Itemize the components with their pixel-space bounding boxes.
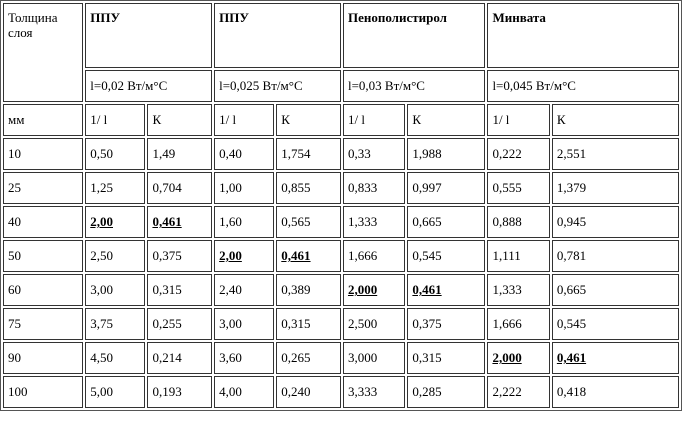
value-cell: 0,418 <box>551 376 679 408</box>
value-cell: 1,754 <box>276 138 341 170</box>
table-row: 25 1,25 0,704 1,00 0,855 0,833 0,997 0,5… <box>3 172 679 204</box>
value-cell: 0,375 <box>147 240 213 272</box>
sub-header-resistance: 1/ l <box>487 104 550 136</box>
value-cell: 0,255 <box>147 308 213 340</box>
highlighted-value-cell: 0,461 <box>551 342 679 374</box>
value-cell: 2,551 <box>551 138 679 170</box>
value-cell: 0,389 <box>276 274 341 306</box>
unit-header: мм <box>3 104 84 136</box>
table-row: 75 3,75 0,255 3,00 0,315 2,500 0,375 1,6… <box>3 308 679 340</box>
table-row: 10 0,50 1,49 0,40 1,754 0,33 1,988 0,222… <box>3 138 679 170</box>
table-row: 50 2,50 0,375 2,00 0,461 1,666 0,545 1,1… <box>3 240 679 272</box>
thickness-cell: 100 <box>3 376 84 408</box>
highlighted-value-cell: 0,461 <box>147 206 213 238</box>
sub-header-k: К <box>551 104 679 136</box>
value-cell: 0,545 <box>551 308 679 340</box>
value-cell: 1,25 <box>85 172 146 204</box>
value-cell: 1,111 <box>487 240 550 272</box>
value-cell: 3,333 <box>342 376 406 408</box>
lambda-polystyrene: l=0,03 Вт/м°С <box>342 70 486 102</box>
value-cell: 0,214 <box>147 342 213 374</box>
value-cell: 0,222 <box>487 138 550 170</box>
thickness-cell: 90 <box>3 342 84 374</box>
value-cell: 0,193 <box>147 376 213 408</box>
value-cell: 1,988 <box>407 138 486 170</box>
value-cell: 3,60 <box>214 342 275 374</box>
value-cell: 5,00 <box>85 376 146 408</box>
insulation-table: Толщина слоя ППУ ППУ Пенополистирол Минв… <box>0 0 682 411</box>
thickness-cell: 75 <box>3 308 84 340</box>
value-cell: 0,315 <box>276 308 341 340</box>
value-cell: 1,379 <box>551 172 679 204</box>
highlighted-value-cell: 2,000 <box>487 342 550 374</box>
value-cell: 0,704 <box>147 172 213 204</box>
material-name-ppu-1: ППУ <box>85 3 213 68</box>
value-cell: 0,265 <box>276 342 341 374</box>
value-cell: 0,833 <box>342 172 406 204</box>
sub-header-k: К <box>407 104 486 136</box>
value-cell: 4,50 <box>85 342 146 374</box>
value-cell: 3,75 <box>85 308 146 340</box>
value-cell: 1,666 <box>342 240 406 272</box>
value-cell: 1,666 <box>487 308 550 340</box>
value-cell: 0,565 <box>276 206 341 238</box>
thickness-cell: 25 <box>3 172 84 204</box>
value-cell: 0,545 <box>407 240 486 272</box>
value-cell: 0,240 <box>276 376 341 408</box>
sub-header-k: К <box>147 104 213 136</box>
thickness-cell: 60 <box>3 274 84 306</box>
value-cell: 0,315 <box>407 342 486 374</box>
highlighted-value-cell: 2,00 <box>214 240 275 272</box>
value-cell: 0,888 <box>487 206 550 238</box>
lambda-ppu-2: l=0,025 Вт/м°С <box>214 70 341 102</box>
thickness-header: Толщина слоя <box>3 3 84 102</box>
material-name-polystyrene: Пенополистирол <box>342 3 486 68</box>
value-cell: 2,50 <box>85 240 146 272</box>
table-row: 40 2,00 0,461 1,60 0,565 1,333 0,665 0,8… <box>3 206 679 238</box>
value-cell: 2,40 <box>214 274 275 306</box>
material-name-mineral-wool: Минвата <box>487 3 679 68</box>
value-cell: 0,665 <box>407 206 486 238</box>
thickness-cell: 40 <box>3 206 84 238</box>
highlighted-value-cell: 2,000 <box>342 274 406 306</box>
value-cell: 3,000 <box>342 342 406 374</box>
lambda-mineral-wool: l=0,045 Вт/м°С <box>487 70 679 102</box>
value-cell: 0,997 <box>407 172 486 204</box>
value-cell: 1,49 <box>147 138 213 170</box>
value-cell: 0,50 <box>85 138 146 170</box>
value-cell: 0,285 <box>407 376 486 408</box>
lambda-ppu-1: l=0,02 Вт/м°С <box>85 70 213 102</box>
table-row: 90 4,50 0,214 3,60 0,265 3,000 0,315 2,0… <box>3 342 679 374</box>
sub-header-k: К <box>276 104 341 136</box>
value-cell: 0,665 <box>551 274 679 306</box>
sub-header-resistance: 1/ l <box>214 104 275 136</box>
value-cell: 3,00 <box>214 308 275 340</box>
table-row: 100 5,00 0,193 4,00 0,240 3,333 0,285 2,… <box>3 376 679 408</box>
highlighted-value-cell: 0,461 <box>276 240 341 272</box>
value-cell: 0,855 <box>276 172 341 204</box>
table-row: 60 3,00 0,315 2,40 0,389 2,000 0,461 1,3… <box>3 274 679 306</box>
highlighted-value-cell: 0,461 <box>407 274 486 306</box>
value-cell: 1,00 <box>214 172 275 204</box>
value-cell: 0,375 <box>407 308 486 340</box>
material-name-ppu-2: ППУ <box>214 3 341 68</box>
value-cell: 0,315 <box>147 274 213 306</box>
value-cell: 3,00 <box>85 274 146 306</box>
value-cell: 2,222 <box>487 376 550 408</box>
value-cell: 0,945 <box>551 206 679 238</box>
value-cell: 1,333 <box>342 206 406 238</box>
highlighted-value-cell: 2,00 <box>85 206 146 238</box>
value-cell: 1,60 <box>214 206 275 238</box>
value-cell: 1,333 <box>487 274 550 306</box>
thickness-cell: 10 <box>3 138 84 170</box>
value-cell: 0,33 <box>342 138 406 170</box>
value-cell: 0,40 <box>214 138 275 170</box>
value-cell: 0,555 <box>487 172 550 204</box>
thickness-cell: 50 <box>3 240 84 272</box>
sub-header-resistance: 1/ l <box>342 104 406 136</box>
value-cell: 4,00 <box>214 376 275 408</box>
value-cell: 0,781 <box>551 240 679 272</box>
sub-header-resistance: 1/ l <box>85 104 146 136</box>
value-cell: 2,500 <box>342 308 406 340</box>
